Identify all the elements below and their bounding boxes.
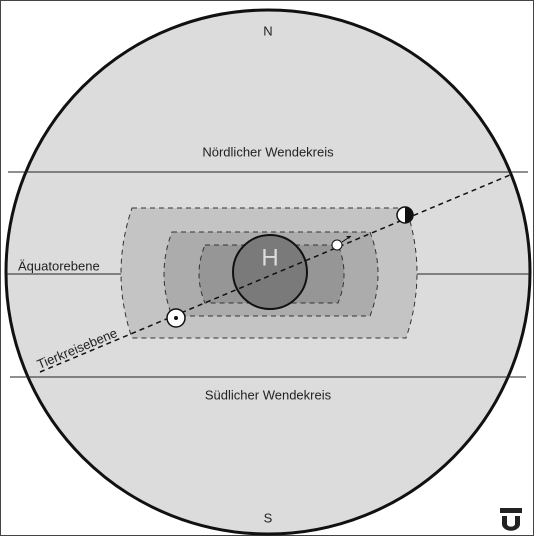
south-label: S — [264, 510, 273, 525]
equator-label: Äquatorebene — [18, 258, 100, 273]
logo — [500, 508, 522, 531]
center-body — [232, 234, 308, 310]
center-label: H — [261, 244, 278, 271]
planet-arrowhead — [346, 236, 351, 239]
ecliptic-line — [39, 174, 511, 373]
moon-shadow — [405, 207, 413, 223]
north-label: N — [263, 23, 272, 38]
planet — [331, 239, 343, 251]
sun-dot — [174, 316, 178, 320]
north-tropic-label: Nördlicher Wendekreis — [202, 144, 334, 159]
south-tropic-label: Südlicher Wendekreis — [205, 387, 332, 402]
